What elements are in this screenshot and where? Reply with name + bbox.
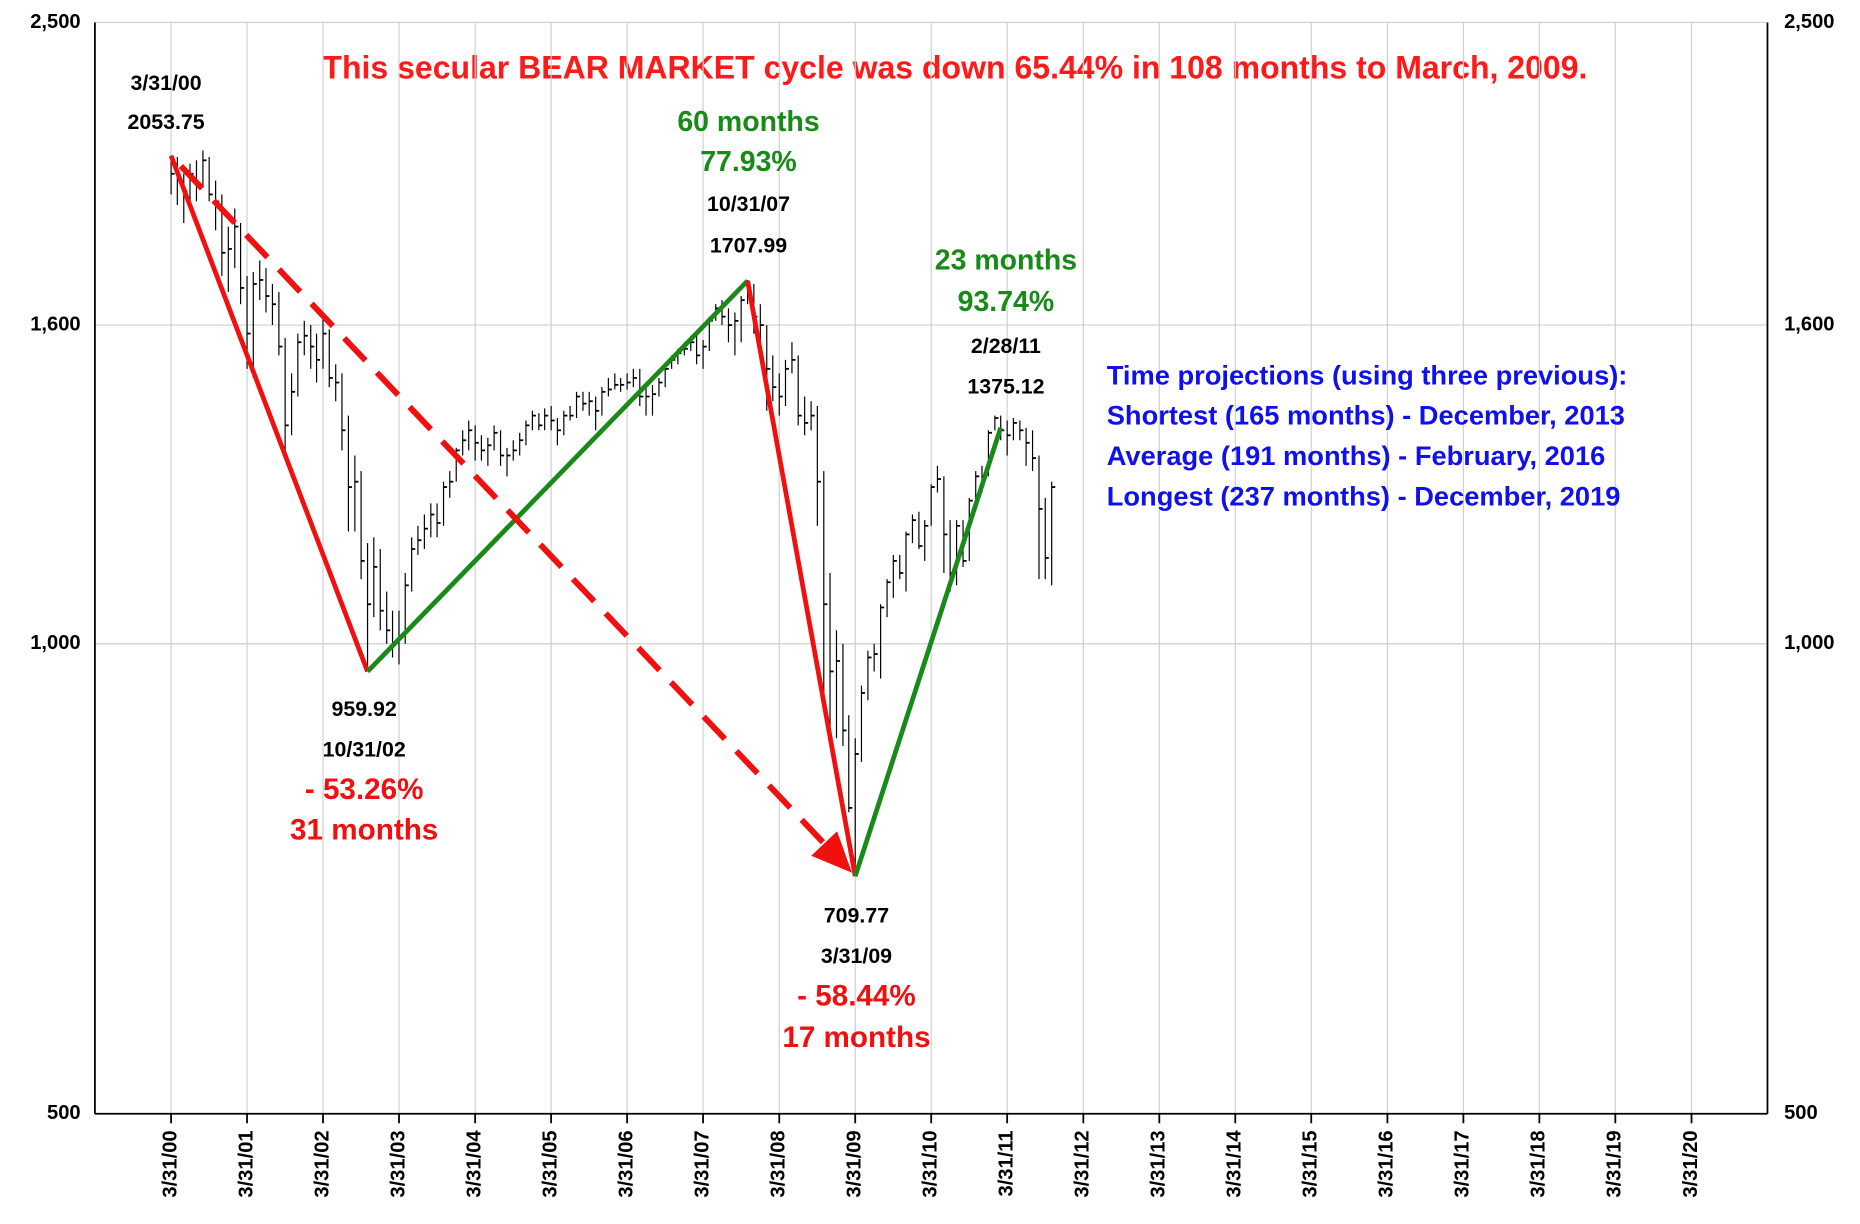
projection-note: Time projections (using three previous): bbox=[1107, 359, 1628, 390]
pivot-duration: 23 months bbox=[935, 245, 1077, 277]
x-tick-label: 3/31/16 bbox=[1376, 1130, 1398, 1197]
x-tick-label: 3/31/02 bbox=[311, 1130, 333, 1197]
pivot-date: 10/31/07 bbox=[707, 192, 790, 216]
x-tick-label: 3/31/05 bbox=[539, 1130, 561, 1197]
pivot-date: 10/31/02 bbox=[323, 737, 406, 761]
trend-leg bbox=[365, 279, 750, 674]
x-tick-label: 3/31/11 bbox=[995, 1130, 1017, 1196]
y2-tick-label: 2,500 bbox=[1784, 11, 1834, 33]
x-tick-label: 3/31/09 bbox=[844, 1130, 866, 1197]
y2-tick-label: 1,600 bbox=[1784, 313, 1834, 335]
pivot-duration: 17 months bbox=[782, 1021, 930, 1054]
x-tick-label: 3/31/12 bbox=[1072, 1130, 1094, 1197]
y-tick-label: 1,000 bbox=[30, 632, 80, 654]
pivot-value: 1707.99 bbox=[710, 233, 787, 257]
y2-tick-label: 1,000 bbox=[1784, 632, 1834, 654]
cycle-arrow-head bbox=[811, 831, 852, 873]
projection-note: Longest (237 months) - December, 2019 bbox=[1107, 480, 1621, 511]
x-tick-label: 3/31/18 bbox=[1528, 1130, 1550, 1197]
pivot-change: 77.93% bbox=[700, 146, 797, 178]
x-tick-label: 3/31/10 bbox=[920, 1130, 942, 1197]
chart-title: This secular BEAR MARKET cycle was down … bbox=[322, 49, 1587, 85]
pivot-value: 1375.12 bbox=[967, 374, 1044, 398]
trend-leg bbox=[168, 154, 370, 673]
x-tick-label: 3/31/03 bbox=[387, 1130, 409, 1197]
pivot-change: - 53.26% bbox=[305, 773, 424, 806]
trend-leg bbox=[745, 280, 858, 877]
y2-tick-label: 500 bbox=[1784, 1102, 1818, 1124]
x-tick-label: 3/31/08 bbox=[768, 1130, 790, 1197]
y-tick-label: 500 bbox=[47, 1102, 81, 1124]
projection-note: Shortest (165 months) - December, 2013 bbox=[1107, 400, 1625, 431]
projection-note: Average (191 months) - February, 2016 bbox=[1107, 440, 1606, 471]
x-tick-label: 3/31/13 bbox=[1148, 1130, 1170, 1197]
pivot-duration: 60 months bbox=[677, 106, 819, 138]
pivot-value: 2053.75 bbox=[127, 110, 204, 134]
x-tick-label: 3/31/17 bbox=[1452, 1130, 1474, 1197]
pivot-date: 3/31/00 bbox=[130, 71, 201, 95]
pivot-value: 709.77 bbox=[824, 904, 889, 928]
x-tick-label: 3/31/04 bbox=[463, 1130, 485, 1198]
x-tick-label: 3/31/00 bbox=[159, 1130, 181, 1197]
x-tick-label: 3/31/14 bbox=[1224, 1130, 1246, 1198]
pivot-date: 3/31/09 bbox=[821, 944, 892, 968]
x-tick-label: 3/31/20 bbox=[1680, 1130, 1702, 1197]
cycle-arrow bbox=[178, 164, 827, 846]
pivot-value: 959.92 bbox=[332, 697, 397, 721]
pivot-date: 2/28/11 bbox=[971, 334, 1041, 358]
pivot-change: 93.74% bbox=[958, 286, 1055, 318]
x-tick-label: 3/31/15 bbox=[1300, 1130, 1322, 1197]
y-tick-label: 1,600 bbox=[30, 313, 80, 335]
x-tick-label: 3/31/19 bbox=[1604, 1130, 1626, 1197]
x-tick-label: 3/31/06 bbox=[615, 1130, 637, 1197]
y-tick-label: 2,500 bbox=[30, 11, 80, 33]
pivot-change: - 58.44% bbox=[797, 979, 916, 1012]
x-tick-label: 3/31/07 bbox=[691, 1130, 713, 1197]
pivot-duration: 31 months bbox=[290, 813, 438, 846]
trend-leg bbox=[852, 427, 1003, 877]
x-tick-label: 3/31/01 bbox=[235, 1130, 257, 1197]
